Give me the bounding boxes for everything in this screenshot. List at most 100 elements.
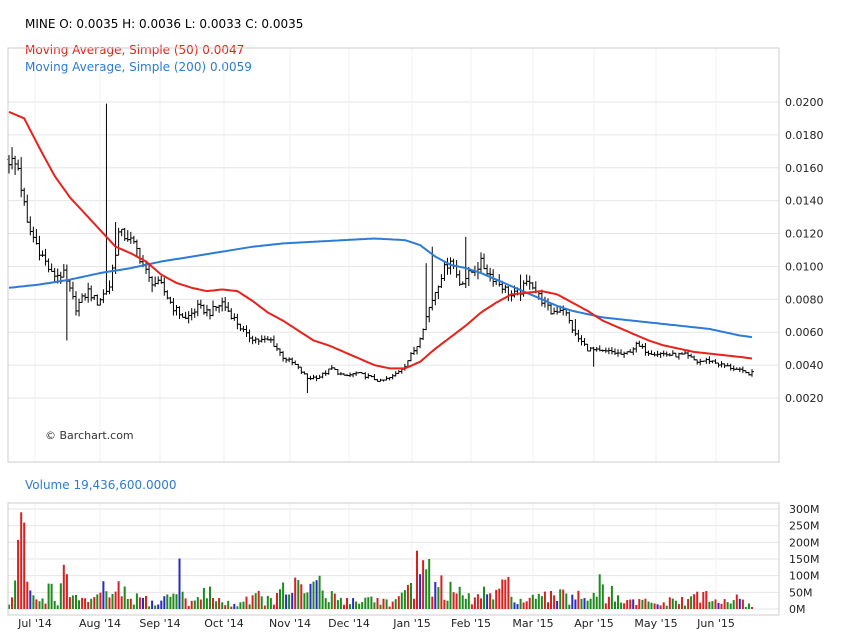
ohlc-bar (585, 343, 590, 352)
date-tick-label: Feb '15 (451, 617, 491, 630)
volume-bar (702, 592, 705, 609)
volume-bar (741, 599, 744, 609)
volume-bar (20, 512, 23, 609)
volume-bar (81, 597, 84, 609)
ohlc-bar (281, 351, 286, 362)
ohlc-bar (290, 357, 295, 366)
volume-bar (202, 587, 205, 609)
volume-bar (272, 604, 275, 609)
price-tick-label: 0.0080 (785, 293, 824, 306)
volume-bar (169, 596, 172, 609)
volume-bar (653, 603, 656, 609)
ohlc-bar (442, 260, 447, 281)
volume-bar (708, 601, 711, 609)
ohlc-bar (637, 340, 642, 347)
volume-bar (333, 593, 336, 609)
volume-bar (163, 596, 166, 609)
price-tick-label: 0.0120 (785, 228, 824, 241)
volume-bar (291, 592, 294, 609)
ohlc-bar (326, 368, 331, 375)
date-tick-label: Jul '14 (17, 617, 52, 630)
volume-bar (53, 601, 56, 609)
ohlc-bar (521, 280, 526, 297)
ohlc-bar (207, 308, 212, 320)
volume-bar (577, 590, 580, 609)
volume-bar (175, 594, 178, 609)
volume-bar (361, 601, 364, 609)
volume-bar (635, 605, 638, 609)
volume-bar (248, 604, 251, 609)
volume-bar (75, 595, 77, 609)
volume-bar (553, 595, 556, 609)
volume-bar (510, 596, 513, 609)
volume-bar (434, 581, 437, 609)
volume-bar (501, 579, 504, 609)
price-axis-labels: 0.0020 0.0040 0.0060 0.0080 0.0100 0.0120 0.01… (785, 96, 824, 405)
ohlc-bar (25, 194, 30, 223)
volume-bar (385, 599, 388, 609)
volume-axis-labels: 0M 50M 100M 150M 200M 250M 300M (789, 503, 820, 616)
volume-bar (547, 602, 549, 609)
volume-bar (218, 598, 221, 609)
date-tick-label: Aug '14 (79, 617, 121, 630)
ohlc-bar (22, 187, 27, 206)
ohlc-bar (390, 374, 395, 380)
ohlc-bar (40, 250, 45, 258)
volume-bar (336, 600, 339, 609)
volume-bar (574, 599, 577, 609)
volume-bar (449, 581, 452, 609)
volume-bar (99, 592, 102, 609)
volume-bar (681, 597, 683, 609)
price-panel-frame (7, 47, 780, 463)
ohlc-bar (37, 235, 42, 261)
volume-bar (212, 598, 214, 609)
volume-bar (288, 594, 291, 609)
volume-bar (486, 594, 489, 609)
volume-tick-label: 100M (789, 570, 820, 583)
volume-bar (84, 598, 87, 609)
volume-bar (751, 607, 753, 609)
volume-bar (714, 599, 717, 609)
ohlc-bar (153, 276, 158, 287)
price-tick-label: 0.0180 (785, 129, 824, 142)
volume-bar (93, 597, 96, 609)
ohlc-bar (131, 235, 136, 244)
date-tick-label: Mar '15 (512, 617, 553, 630)
volume-bar (534, 598, 537, 609)
volume-bar (297, 580, 300, 609)
volume-bar (540, 596, 543, 609)
volume-bar (300, 584, 303, 609)
volume-bar (355, 601, 358, 609)
volume-bar (205, 598, 208, 609)
volume-bar (138, 597, 141, 609)
volume-bar (364, 597, 367, 609)
volume-bar (62, 564, 65, 609)
ma50-legend[interactable]: Moving Average, Simple (50) 0.0047 (25, 43, 245, 57)
ma200-legend[interactable]: Moving Average, Simple (200) 0.0059 (25, 60, 252, 74)
volume-bar (419, 574, 422, 609)
volume-bar (245, 596, 248, 609)
volume-bar (732, 600, 735, 609)
volume-bar (601, 584, 604, 609)
ohlc-bar (622, 351, 627, 358)
ohlc-bar (80, 293, 85, 303)
volume-bar (559, 589, 562, 609)
price-tick-label: 0.0160 (785, 162, 824, 175)
volume-bar (148, 606, 151, 609)
volume-bar (595, 596, 598, 609)
volume-bar (614, 601, 616, 609)
ohlc-bar (731, 365, 736, 372)
volume-bar (397, 596, 400, 609)
volume-bar (662, 602, 665, 609)
price-tick-label: 0.0040 (785, 359, 824, 372)
volume-bar (59, 583, 62, 609)
volume-bar (373, 602, 376, 609)
volume-bar (696, 591, 699, 609)
volume-bar (583, 598, 586, 609)
price-tick-label: 0.0100 (785, 260, 824, 273)
barchart-watermark: © Barchart.com (45, 429, 134, 442)
volume-bar (589, 598, 592, 609)
ohlc-bar (67, 279, 72, 292)
ohlc-bar (609, 347, 614, 355)
